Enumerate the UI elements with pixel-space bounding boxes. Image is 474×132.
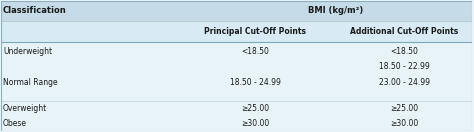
Bar (0, 1, 473, 21)
Text: 18.50 - 24.99: 18.50 - 24.99 (230, 78, 281, 87)
Text: BMI (kg/m²): BMI (kg/m²) (308, 6, 363, 15)
Text: Overweight: Overweight (3, 104, 47, 113)
Text: Normal Range: Normal Range (3, 78, 58, 87)
Text: 18.50 - 22.99: 18.50 - 22.99 (379, 62, 429, 71)
Text: ≥25.00: ≥25.00 (390, 104, 418, 113)
Text: <18.50: <18.50 (241, 47, 269, 56)
Text: 23.00 - 24.99: 23.00 - 24.99 (379, 78, 429, 87)
Text: Classification: Classification (3, 6, 67, 15)
Text: ≥25.00: ≥25.00 (241, 104, 270, 113)
Text: ≥30.00: ≥30.00 (390, 119, 418, 128)
Text: <18.50: <18.50 (390, 47, 418, 56)
Text: Underweight: Underweight (3, 47, 52, 56)
Text: Obese: Obese (3, 119, 27, 128)
Text: Additional Cut-Off Points: Additional Cut-Off Points (350, 27, 458, 36)
Text: ≥30.00: ≥30.00 (241, 119, 270, 128)
Text: Principal Cut-Off Points: Principal Cut-Off Points (204, 27, 306, 36)
Bar (0, 21, 473, 43)
